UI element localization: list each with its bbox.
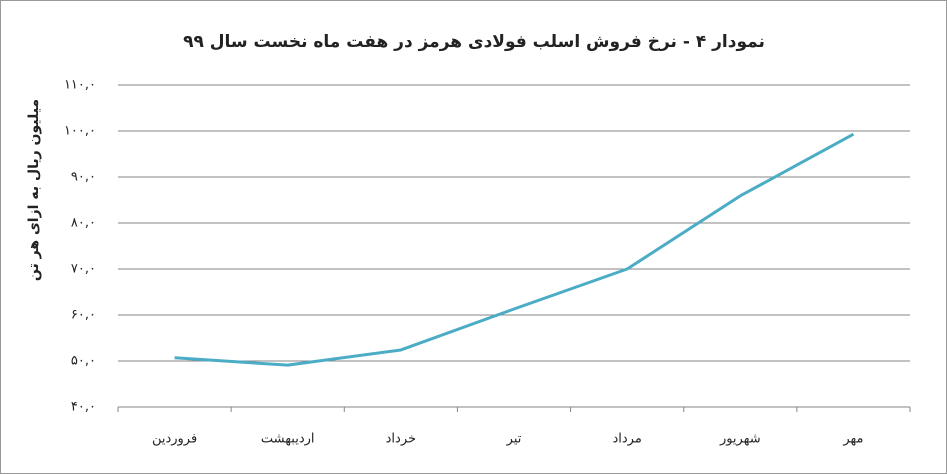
y-tick-label: ۸۰,۰: [71, 216, 96, 231]
y-tick-label: ۹۰,۰: [71, 170, 96, 185]
x-tick-label: شهریور: [719, 432, 761, 447]
y-tick-label: ۶۰,۰: [71, 308, 96, 323]
x-tick-label: اردیبهشت: [261, 432, 315, 447]
y-tick-label: ۱۱۰,۰: [64, 78, 96, 93]
x-tick-label: فروردین: [152, 432, 197, 447]
y-tick-label: ۱۰۰,۰: [64, 124, 96, 139]
y-tick-label: ۵۰,۰: [71, 354, 96, 369]
x-tick-label: خرداد: [386, 432, 416, 447]
data-line: [174, 132, 855, 367]
y-tick-label: ۴۰,۰: [71, 400, 96, 415]
x-tick-label: مرداد: [612, 432, 641, 447]
y-axis-label: میلیون ریال به ازای هر تن: [26, 99, 42, 281]
x-tick-label: تیر: [506, 432, 522, 447]
chart-title: نمودار ۴ - نرخ فروش اسلب فولادی هرمز در …: [183, 32, 765, 52]
x-tick-label: مهر: [842, 432, 863, 447]
y-tick-label: ۷۰,۰: [71, 262, 96, 277]
